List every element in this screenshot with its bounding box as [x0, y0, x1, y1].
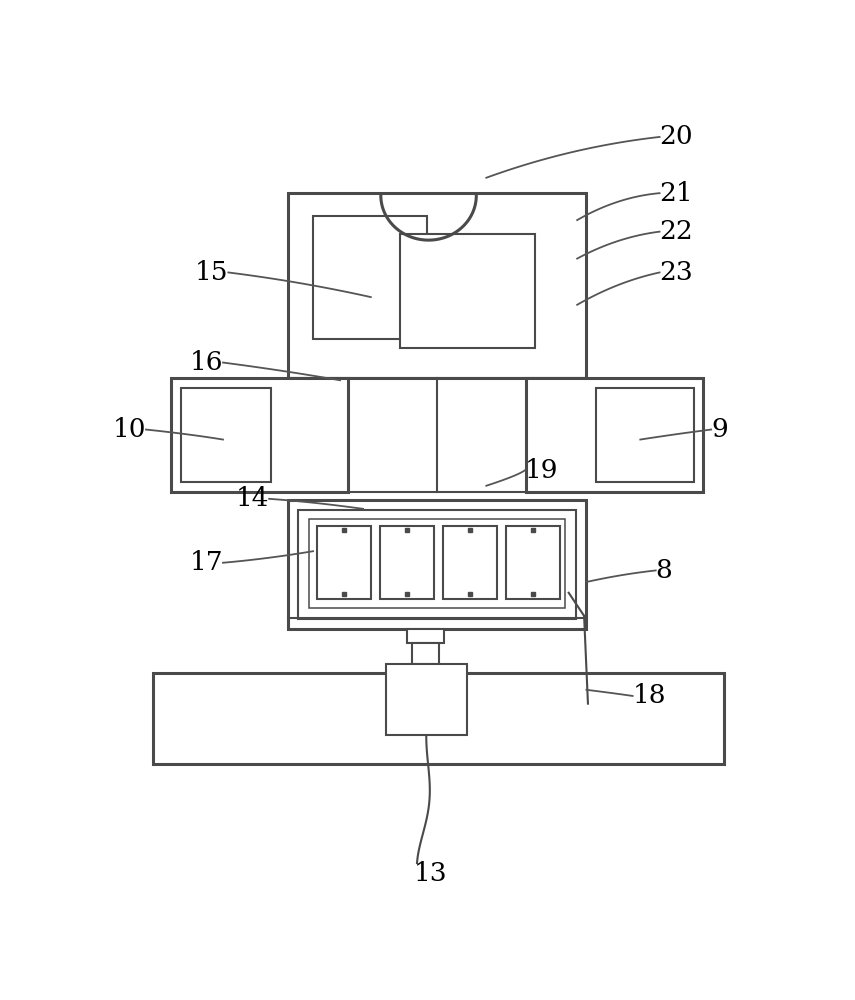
Bar — [310, 519, 565, 608]
Bar — [298, 510, 575, 619]
Bar — [506, 526, 560, 599]
Bar — [171, 378, 348, 492]
Text: 9: 9 — [711, 417, 728, 442]
Text: 8: 8 — [656, 558, 673, 583]
Bar — [287, 500, 587, 629]
Text: 19: 19 — [525, 458, 558, 483]
Bar — [386, 664, 467, 735]
Bar — [527, 378, 704, 492]
Text: 13: 13 — [413, 861, 447, 886]
Text: 15: 15 — [195, 260, 228, 285]
Text: 23: 23 — [659, 260, 693, 285]
Text: 20: 20 — [659, 124, 693, 149]
Bar — [407, 629, 444, 643]
Bar — [443, 526, 497, 599]
Bar — [313, 216, 427, 339]
Bar — [180, 388, 272, 482]
Text: 14: 14 — [236, 486, 269, 511]
Text: 22: 22 — [659, 219, 693, 244]
Text: 18: 18 — [633, 683, 666, 708]
Bar — [317, 526, 371, 599]
Bar — [287, 378, 587, 492]
Bar — [400, 234, 535, 348]
Bar — [597, 388, 694, 482]
Text: 21: 21 — [659, 181, 693, 206]
Text: 17: 17 — [189, 550, 223, 575]
Bar — [153, 673, 724, 764]
Bar — [411, 643, 439, 664]
Text: 10: 10 — [113, 417, 146, 442]
Bar — [287, 193, 587, 378]
Bar — [380, 526, 434, 599]
Text: 16: 16 — [190, 350, 223, 375]
